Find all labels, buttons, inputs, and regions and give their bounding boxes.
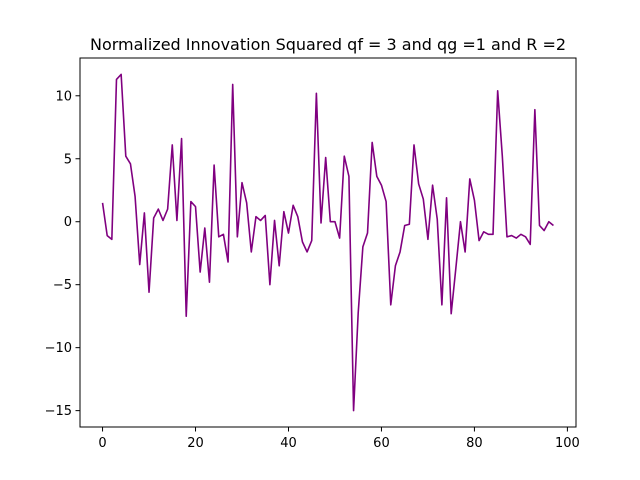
y-tick-label: 5	[64, 152, 72, 167]
y-tick-label: 10	[55, 89, 72, 104]
y-tick-label: −10	[45, 341, 72, 356]
y-tick-label: 0	[64, 215, 72, 230]
x-tick-label: 0	[98, 436, 106, 451]
x-tick-label: 60	[373, 436, 390, 451]
x-tick-label: 40	[280, 436, 297, 451]
data-series	[101, 73, 554, 412]
series-line	[101, 73, 554, 412]
x-axis-ticks: 0 20 40 60 80 100	[98, 427, 580, 451]
x-tick-label: 20	[187, 436, 204, 451]
y-tick-label: −15	[45, 404, 72, 419]
y-axis-ticks: −15 −10 −5 0 5 10	[45, 89, 80, 419]
plot-area-frame	[79, 57, 577, 428]
y-tick-label: −5	[53, 278, 72, 293]
x-tick-label: 100	[555, 436, 580, 451]
x-tick-label: 80	[466, 436, 483, 451]
chart-title: Normalized Innovation Squared qf = 3 and…	[90, 35, 566, 54]
